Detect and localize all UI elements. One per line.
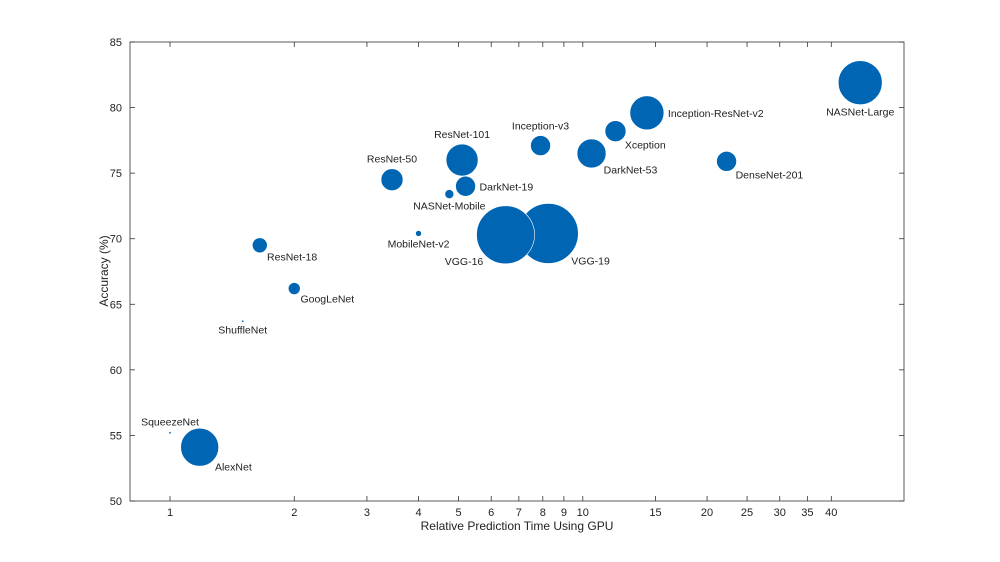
bubble-squeezenet (168, 431, 172, 435)
plot-frame (129, 41, 905, 502)
label-darknet-19: DarkNet-19 (480, 181, 534, 193)
x-tick-label: 9 (561, 507, 567, 519)
x-tick-label: 1 (167, 507, 173, 519)
label-inception-v3: Inception-v3 (512, 121, 569, 133)
label-resnet-18: ResNet-18 (267, 252, 317, 264)
x-tick-label: 8 (540, 507, 546, 519)
label-squeezenet: SqueezeNet (141, 417, 199, 429)
label-xception: Xception (625, 140, 666, 152)
y-axis-label: Accuracy (%) (97, 235, 111, 306)
bubble-darknet-53 (576, 138, 607, 169)
y-tick-label: 80 (110, 103, 122, 115)
x-tick-label: 7 (516, 507, 522, 519)
y-axis: 50 55 60 65 70 75 80 85 (110, 37, 904, 508)
y-tick-label: 60 (110, 365, 122, 377)
x-axis-label: Relative Prediction Time Using GPU (421, 519, 614, 533)
bubble-shufflenet (241, 319, 245, 323)
bubble-nasnet-large (837, 60, 883, 105)
bubble-mobilenet-v2 (415, 230, 422, 237)
x-tick-label: 3 (364, 507, 370, 519)
bubble-resnet-50 (380, 168, 404, 191)
label-mobilenet-v2: MobileNet-v2 (388, 238, 450, 250)
x-axis: 1 2 3 4 5 6 7 8 9 10 15 20 25 30 35 40 (167, 42, 837, 519)
y-tick-label: 55 (110, 430, 122, 442)
x-tick-label: 15 (649, 507, 661, 519)
label-inception-resnet-v2: Inception-ResNet-v2 (668, 108, 764, 120)
y-tick-label: 85 (110, 37, 122, 49)
bubble-resnet-101 (445, 143, 479, 177)
x-tick-label: 35 (801, 507, 813, 519)
x-tick-label: 40 (825, 507, 837, 519)
x-tick-label: 2 (291, 507, 297, 519)
x-tick-label: 5 (455, 507, 461, 519)
label-shufflenet: ShuffleNet (218, 325, 267, 337)
bubble-inception-v3 (530, 135, 551, 156)
x-tick-label: 25 (741, 507, 753, 519)
label-nasnet-mobile: NASNet-Mobile (413, 201, 486, 213)
label-darknet-53: DarkNet-53 (604, 165, 658, 177)
label-googlenet: GoogLeNet (300, 294, 354, 306)
y-tick-label: 50 (110, 496, 122, 508)
bubble-vgg-16 (476, 205, 535, 265)
bubble-inception-resnet-v2 (629, 95, 665, 131)
y-tick-label: 65 (110, 299, 122, 311)
y-tick-label: 75 (110, 168, 122, 180)
bubble-densenet-201 (716, 151, 737, 172)
bubble-nasnet-mobile (444, 189, 455, 199)
label-densenet-201: DenseNet-201 (736, 169, 804, 181)
label-vgg-16: VGG-16 (445, 256, 484, 268)
x-tick-label: 20 (701, 507, 713, 519)
x-tick-label: 6 (488, 507, 494, 519)
x-tick-label: 4 (415, 507, 421, 519)
bubble-darknet-19 (455, 175, 476, 197)
label-vgg-19: VGG-19 (571, 255, 610, 267)
x-tick-label: 10 (577, 507, 589, 519)
label-nasnet-large: NASNet-Large (826, 107, 894, 119)
bubble-alexnet (180, 427, 219, 467)
x-tick-label: 30 (774, 507, 786, 519)
bubble-googlenet (287, 282, 301, 295)
data-labels: SqueezeNet AlexNet ShuffleNet ResNet-18 Goog… (141, 107, 894, 474)
label-alexnet: AlexNet (215, 462, 252, 474)
bubble-resnet-18 (251, 237, 268, 254)
bubble-xception (604, 120, 627, 142)
y-tick-label: 70 (110, 234, 122, 246)
data-points (168, 60, 883, 467)
label-resnet-50: ResNet-50 (367, 154, 417, 166)
label-resnet-101: ResNet-101 (434, 129, 490, 141)
